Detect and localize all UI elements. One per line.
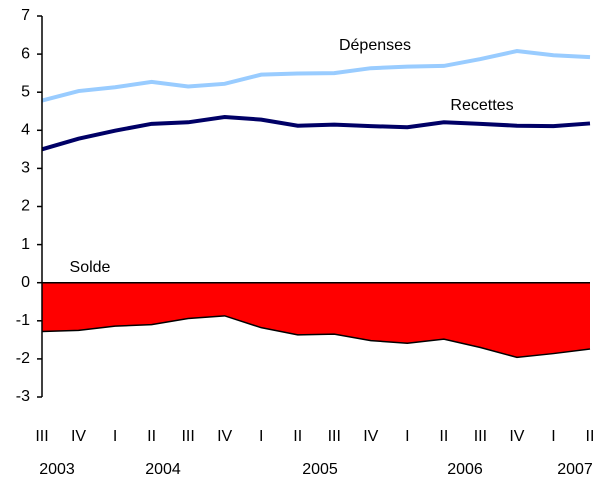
x-tick-label: I: [113, 428, 117, 445]
x-tick-label: II: [586, 428, 595, 445]
area-line: [41, 315, 591, 359]
year-label: 2007: [557, 461, 593, 478]
x-tick-label: III: [35, 428, 48, 445]
y-tick-label: 2: [21, 198, 30, 215]
y-tick-label: 3: [21, 160, 30, 177]
year-label: 2004: [145, 461, 181, 478]
line: [41, 114, 591, 152]
series-label: Solde: [70, 259, 111, 276]
x-tick-label: III: [328, 428, 341, 445]
series-label: Dépenses: [339, 37, 411, 54]
x-tick-label: IV: [509, 428, 524, 445]
area: [42, 282, 590, 358]
x-tick-label: IV: [217, 428, 232, 445]
x-tick-label: IV: [363, 428, 378, 445]
year-label: 2006: [447, 461, 483, 478]
x-tick-label: II: [147, 428, 156, 445]
y-tick-label: 7: [21, 7, 30, 24]
x-tick-label: I: [259, 428, 263, 445]
series-label: Recettes: [450, 97, 513, 114]
x-tick-label: IV: [71, 428, 86, 445]
x-tick-label: III: [474, 428, 487, 445]
x-tick-label: I: [405, 428, 409, 445]
x-tick-label: II: [293, 428, 302, 445]
y-tick-label: -1: [16, 312, 30, 329]
x-tick-label: I: [551, 428, 555, 445]
y-tick-label: 6: [21, 45, 30, 62]
x-tick-label: III: [181, 428, 194, 445]
y-tick-label: 5: [21, 83, 30, 100]
year-label: 2003: [39, 461, 75, 478]
y-tick-label: -2: [16, 350, 30, 367]
year-label: 2005: [302, 461, 338, 478]
y-tick-label: -3: [16, 388, 30, 405]
line: [41, 49, 591, 103]
y-tick-label: 0: [21, 274, 30, 291]
y-tick-label: 4: [21, 122, 30, 139]
x-tick-label: II: [439, 428, 448, 445]
y-tick-label: 1: [21, 236, 30, 253]
